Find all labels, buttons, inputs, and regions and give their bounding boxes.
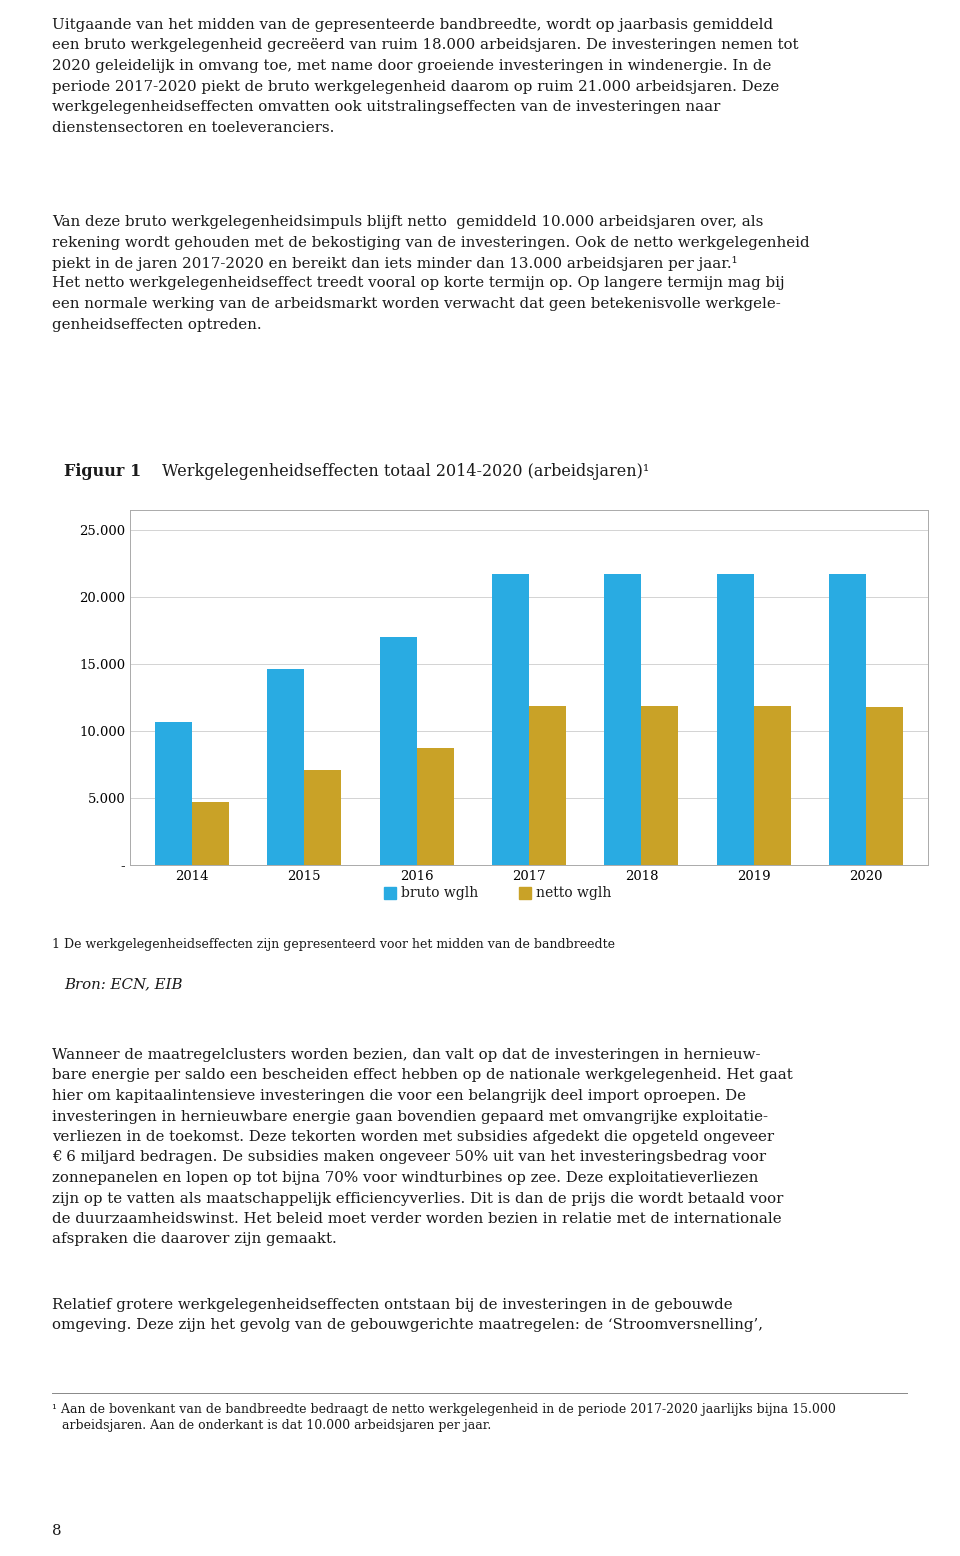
Text: de duurzaamheidswinst. Het beleid moet verder worden bezien in relatie met de in: de duurzaamheidswinst. Het beleid moet v… [52,1212,781,1226]
Text: 2020 geleidelijk in omvang toe, met name door groeiende investeringen in windene: 2020 geleidelijk in omvang toe, met name… [52,59,772,73]
Text: verliezen in de toekomst. Deze tekorten worden met subsidies afgedekt die opgete: verliezen in de toekomst. Deze tekorten … [52,1130,774,1144]
Text: Figuur 1: Figuur 1 [64,462,141,479]
Text: 8: 8 [52,1523,61,1537]
Text: Bron: ECN, EIB: Bron: ECN, EIB [64,977,182,991]
Text: arbeidsjaren. Aan de onderkant is dat 10.000 arbeidsjaren per jaar.: arbeidsjaren. Aan de onderkant is dat 10… [62,1419,492,1432]
Bar [192,801,228,865]
Text: zonnepanelen en lopen op tot bijna 70% voor windturbines op zee. Deze exploitati: zonnepanelen en lopen op tot bijna 70% v… [52,1172,758,1186]
Text: Relatief grotere werkgelegenheidseffecten ontstaan bij de investeringen in de ge: Relatief grotere werkgelegenheidseffecte… [52,1298,732,1312]
Text: periode 2017-2020 piekt de bruto werkgelegenheid daarom op ruim 21.000 arbeidsja: periode 2017-2020 piekt de bruto werkgel… [52,79,780,93]
Text: piekt in de jaren 2017-2020 en bereikt dan iets minder dan 13.000 arbeidsjaren p: piekt in de jaren 2017-2020 en bereikt d… [52,257,737,271]
Text: bare energie per saldo een bescheiden effect hebben op de nationale werkgelegenh: bare energie per saldo een bescheiden ef… [52,1069,793,1083]
Bar [304,770,342,865]
Text: genheidseffecten optreden.: genheidseffecten optreden. [52,317,262,331]
Bar [519,887,531,899]
Bar [641,705,679,865]
Bar [155,722,192,865]
Bar [379,638,417,865]
Text: een bruto werkgelegenheid gecreëerd van ruim 18.000 arbeidsjaren. De investering: een bruto werkgelegenheid gecreëerd van … [52,39,799,53]
Text: Wanneer de maatregelclusters worden bezien, dan valt op dat de investeringen in : Wanneer de maatregelclusters worden bezi… [52,1049,760,1063]
Text: Van deze bruto werkgelegenheidsimpuls blijft netto  gemiddeld 10.000 arbeidsjare: Van deze bruto werkgelegenheidsimpuls bl… [52,215,763,229]
Bar [717,574,754,865]
Bar [529,705,566,865]
Text: Uitgaande van het midden van de gepresenteerde bandbreedte, wordt op jaarbasis g: Uitgaande van het midden van de gepresen… [52,19,773,33]
Bar [417,748,454,865]
Text: ¹ Aan de bovenkant van de bandbreedte bedraagt de netto werkgelegenheid in de pe: ¹ Aan de bovenkant van de bandbreedte be… [52,1404,836,1416]
Text: netto wglh: netto wglh [536,885,612,899]
Text: afspraken die daarover zijn gemaakt.: afspraken die daarover zijn gemaakt. [52,1232,337,1246]
Bar [866,706,903,865]
Bar [829,574,866,865]
Text: werkgelegenheidseffecten omvatten ook uitstralingseffecten van de investeringen : werkgelegenheidseffecten omvatten ook ui… [52,100,720,114]
Bar [604,574,641,865]
Text: omgeving. Deze zijn het gevolg van de gebouwgerichte maatregelen: de ‘Stroomvers: omgeving. Deze zijn het gevolg van de ge… [52,1318,763,1332]
Text: een normale werking van de arbeidsmarkt worden verwacht dat geen betekenisvolle : een normale werking van de arbeidsmarkt … [52,297,780,311]
Text: € 6 miljard bedragen. De subsidies maken ongeveer 50% uit van het investeringsbe: € 6 miljard bedragen. De subsidies maken… [52,1150,766,1164]
Bar [754,705,791,865]
Text: bruto wglh: bruto wglh [401,885,478,899]
Bar [492,574,529,865]
Text: dienstensectoren en toeleveranciers.: dienstensectoren en toeleveranciers. [52,120,334,134]
Text: investeringen in hernieuwbare energie gaan bovendien gepaard met omvangrijke exp: investeringen in hernieuwbare energie ga… [52,1109,768,1123]
Text: rekening wordt gehouden met de bekostiging van de investeringen. Ook de netto we: rekening wordt gehouden met de bekostigi… [52,235,809,249]
Text: Het netto werkgelegenheidseffect treedt vooral op korte termijn op. Op langere t: Het netto werkgelegenheidseffect treedt … [52,277,784,291]
Bar [384,887,396,899]
Bar [267,669,304,865]
Text: hier om kapitaalintensieve investeringen die voor een belangrijk deel import opr: hier om kapitaalintensieve investeringen… [52,1089,746,1103]
Text: zijn op te vatten als maatschappelijk efficiencyverlies. Dit is dan de prijs die: zijn op te vatten als maatschappelijk ef… [52,1192,783,1206]
Text: 1 De werkgelegenheidseffecten zijn gepresenteerd voor het midden van de bandbree: 1 De werkgelegenheidseffecten zijn gepre… [52,938,615,951]
Text: Werkgelegenheidseffecten totaal 2014-2020 (arbeidsjaren)¹: Werkgelegenheidseffecten totaal 2014-202… [162,462,649,479]
